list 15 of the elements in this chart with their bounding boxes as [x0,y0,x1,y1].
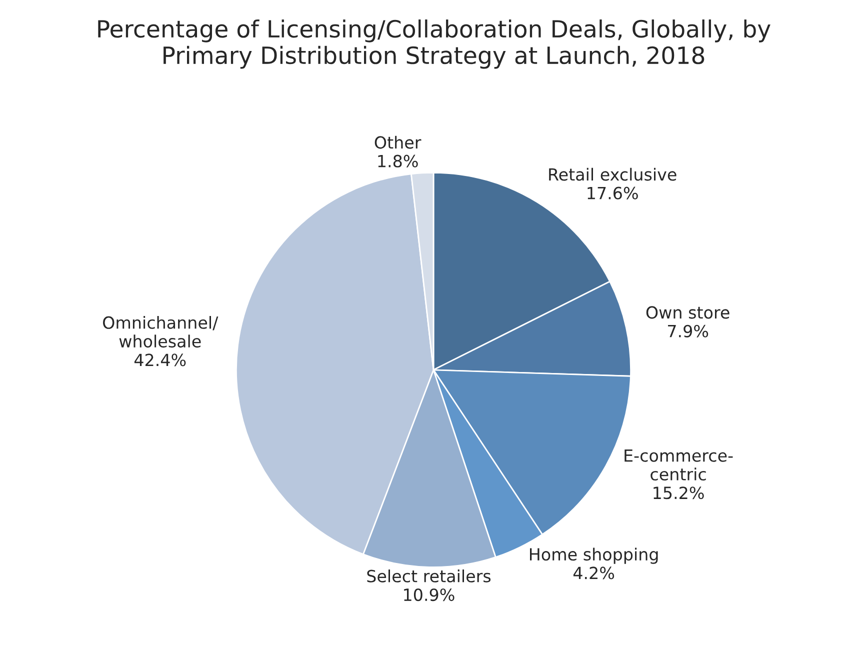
slice-label: Other [374,136,422,149]
chart-title: Percentage of Licensing/Collaboration Deals, Globally, by Primary Distribution Strategy at Launch, 2018 [98,19,770,69]
data-label: 17.6% [588,186,638,200]
data-label: 1.8% [378,154,418,168]
slice-label: Retail exclusive [549,168,676,181]
slice-label: E-commerce- centric [624,449,733,481]
slice-label: Own store [646,306,730,319]
slice-label: Select retailers [367,570,491,582]
data-label: 10.9% [404,588,454,602]
data-label: 7.9% [668,324,708,338]
data-label: 15.2% [654,486,704,500]
slice-label: Omnichannel/ wholesale [103,316,218,348]
data-label: 4.2% [573,566,614,580]
slice-label: Home shopping [530,548,658,564]
data-label: 42.4% [134,354,186,366]
